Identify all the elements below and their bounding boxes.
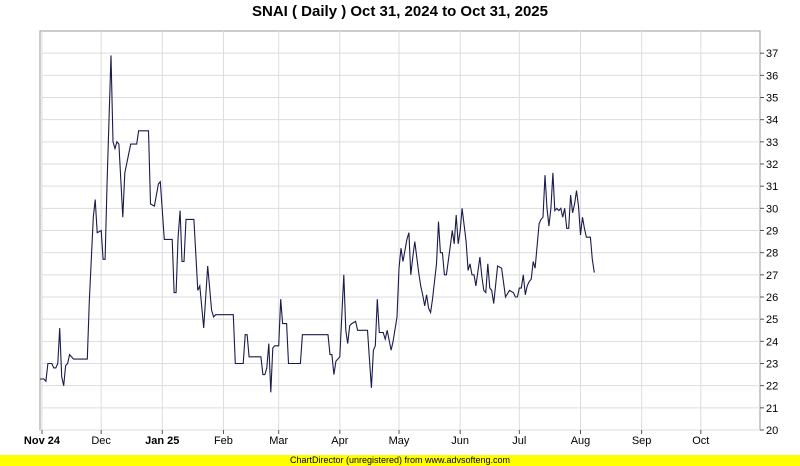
y-tick-label: 26 [766, 292, 778, 304]
x-tick-label: May [389, 435, 410, 447]
price-line [40, 55, 595, 393]
grid-lines [40, 31, 760, 431]
y-tick-label: 36 [766, 70, 778, 82]
y-tick-label: 21 [766, 403, 778, 415]
x-tick-label: Sep [632, 435, 652, 447]
y-tick-label: 27 [766, 270, 778, 282]
y-tick-label: 24 [766, 336, 778, 348]
x-tick-label: Dec [91, 435, 111, 447]
y-tick-label: 34 [766, 115, 778, 127]
y-tick-label: 32 [766, 159, 778, 171]
x-tick-label: Jul [512, 435, 526, 447]
x-tick-label: Oct [692, 435, 709, 447]
y-tick-label: 33 [766, 137, 778, 149]
x-tick-label: Mar [269, 435, 288, 447]
x-tick-label: Jan 25 [145, 435, 179, 447]
x-tick-label: Feb [214, 435, 233, 447]
y-tick-label: 35 [766, 93, 778, 105]
y-tick-label: 31 [766, 181, 778, 193]
x-tick-label: Aug [571, 435, 591, 447]
y-tick-label: 22 [766, 381, 778, 393]
x-axis: Nov 24 Dec Jan 25 Feb Mar Apr May Jun Jul Aug Sep O… [24, 430, 709, 447]
chart-title: SNAI ( Daily ) Oct 31, 2024 to Oct 31, 2… [252, 3, 548, 20]
x-tick-label: Apr [331, 435, 348, 447]
y-tick-label: 25 [766, 314, 778, 326]
y-tick-label: 23 [766, 359, 778, 371]
y-tick-label: 20 [766, 425, 778, 437]
y-axis: 20 21 22 23 24 25 26 27 28 29 30 31 32 33 34 35 36 37 [760, 48, 778, 437]
y-tick-label: 30 [766, 203, 778, 215]
y-tick-label: 28 [766, 248, 778, 260]
line-chart: 20 21 22 23 24 25 26 27 28 29 30 31 32 33 34 35 36 37 Nov… [24, 30, 778, 447]
y-tick-label: 37 [766, 48, 778, 60]
y-tick-label: 29 [766, 226, 778, 238]
chartdirector-footer: ChartDirector (unregistered) from www.ad… [0, 455, 800, 466]
x-tick-label: Jun [451, 435, 469, 447]
x-tick-label: Nov 24 [24, 435, 61, 447]
